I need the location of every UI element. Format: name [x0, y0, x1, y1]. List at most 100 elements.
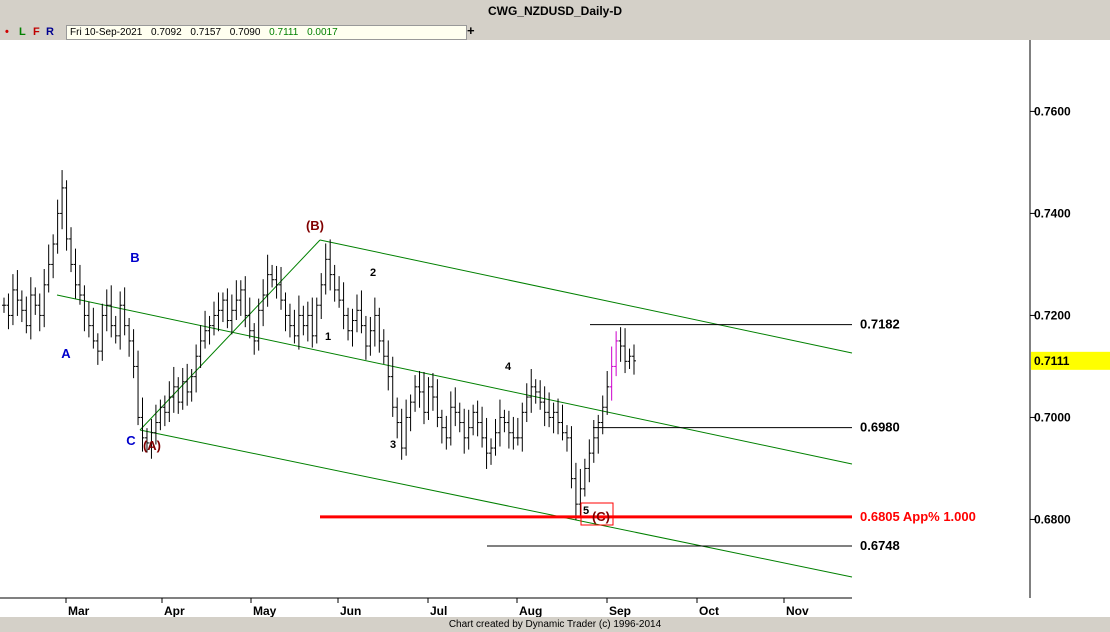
record-dot-icon[interactable]: • — [5, 26, 9, 38]
wave-label: (A) — [143, 438, 161, 453]
ohlc-bar — [82, 285, 87, 332]
ohlc-bar — [176, 377, 181, 414]
ohlc-bar — [462, 408, 467, 454]
ohlc-bar — [533, 379, 538, 404]
chart-credit: Chart created by Dynamic Trader (c) 1996… — [448, 619, 662, 630]
ohlc-bar — [377, 307, 382, 353]
ohlc-bar — [100, 303, 105, 361]
ohlc-bar — [256, 298, 261, 351]
ohlc-bar — [158, 399, 163, 431]
ohlc-bar — [64, 180, 69, 251]
ohlc-bar — [515, 417, 520, 446]
ohlc-bar — [430, 373, 435, 411]
ohlc-bar — [42, 269, 47, 328]
ohlc-bar — [6, 293, 11, 330]
bar-low: 0.7090 — [229, 27, 261, 38]
lines-button[interactable]: L — [19, 26, 26, 38]
ohlc-bar — [122, 287, 127, 336]
ohlc-bar — [614, 331, 619, 377]
ohlc-bar — [86, 301, 91, 338]
ohlc-bar — [346, 307, 351, 341]
channel-line — [319, 239, 853, 354]
price-bars — [2, 170, 636, 520]
ohlc-bar — [350, 308, 355, 347]
ohlc-bar — [296, 295, 301, 350]
ohlc-bar — [46, 244, 51, 293]
ohlc-bar — [435, 379, 440, 428]
ohlc-bar — [203, 310, 208, 349]
ohlc-bar — [578, 468, 583, 516]
fib-button[interactable]: F — [33, 26, 40, 38]
ohlc-bar — [573, 462, 578, 520]
ohlc-bar — [19, 290, 24, 323]
ohlc-bar — [417, 371, 422, 408]
ohlc-bar — [229, 294, 234, 335]
ohlc-bar — [73, 248, 78, 299]
ohlc-bar — [189, 368, 194, 402]
ohlc-bar — [426, 377, 431, 420]
ohlc-bar — [310, 297, 315, 348]
ohlc-bar — [225, 288, 230, 329]
ohlc-bar — [118, 291, 123, 350]
ohlc-bar — [194, 344, 199, 393]
ohlc-bar — [10, 274, 15, 326]
ohlc-bar — [542, 386, 547, 427]
ohlc-bar — [51, 234, 56, 279]
ohlc-bar — [113, 315, 118, 344]
ohlc-bar — [136, 350, 141, 426]
ohlc-bar — [33, 287, 38, 315]
x-tick-label: May — [253, 604, 277, 617]
wave-label: 3 — [390, 439, 396, 451]
ohlc-bar — [77, 264, 82, 305]
ohlc-bar — [261, 279, 266, 327]
wave-c-box — [580, 502, 614, 526]
ohlc-bar — [439, 409, 444, 444]
ohlc-readout: Fri 10-Sep-2021 0.7092 0.7157 0.7090 0.7… — [66, 25, 467, 40]
add-plus-icon[interactable]: + — [467, 23, 475, 38]
ohlc-bar — [95, 333, 100, 365]
price-level-label: 0.7182 — [860, 317, 900, 332]
ohlc-bar — [287, 303, 292, 338]
x-tick-label: Oct — [699, 604, 719, 617]
ohlc-bar — [623, 328, 628, 374]
bar-date: Fri 10-Sep-2021 — [70, 27, 143, 38]
wave-labels: A B C (A) (B) 1 2 3 4 5 (C) — [61, 218, 614, 526]
window-title: CWG_NZDUSD_Daily-D — [0, 0, 1110, 22]
ohlc-bar — [149, 418, 154, 459]
ohlc-bar — [359, 290, 364, 334]
ohlc-bar — [381, 329, 386, 364]
ohlc-bar — [363, 315, 368, 360]
bar-change: 0.0017 — [307, 27, 338, 38]
x-tick-label: Apr — [164, 604, 185, 617]
ohlc-bar — [171, 366, 176, 413]
ohlc-bar — [354, 294, 359, 333]
ohlc-bar — [216, 292, 221, 332]
x-tick-label: Jun — [340, 604, 361, 617]
ohlc-bar — [28, 277, 33, 340]
channel-line — [139, 239, 321, 431]
price-chart[interactable]: 0.7182 0.6980 0.6805 App% 1.000 0.6748 A B C (… — [0, 40, 1110, 617]
ohlc-bar — [127, 317, 132, 357]
ohlc-bar — [453, 387, 458, 427]
y-tick-label: 0.7200 — [1034, 308, 1071, 322]
price-levels: 0.7182 0.6980 0.6805 App% 1.000 0.6748 — [320, 317, 976, 553]
ohlc-bar — [279, 266, 284, 310]
ohlc-bar — [368, 316, 373, 356]
ohlc-bar — [270, 264, 275, 288]
x-tick-label: Mar — [68, 604, 90, 617]
ohlc-bar — [422, 372, 426, 425]
bar-close: 0.7111 — [269, 27, 299, 38]
ohlc-bar — [524, 383, 529, 423]
ohlc-bar — [185, 363, 190, 406]
ohlc-bar — [520, 402, 525, 452]
wave-label: C — [126, 433, 136, 448]
wave-label: 4 — [505, 361, 512, 373]
price-level-label: 0.6748 — [860, 538, 900, 553]
ratio-button[interactable]: R — [46, 26, 54, 38]
ohlc-bar — [60, 170, 65, 230]
ohlc-bar — [390, 356, 395, 417]
chart-background — [0, 40, 1110, 617]
channel-line — [56, 294, 853, 465]
y-tick-label: 0.7400 — [1034, 206, 1071, 220]
ohlc-bar — [444, 415, 449, 450]
